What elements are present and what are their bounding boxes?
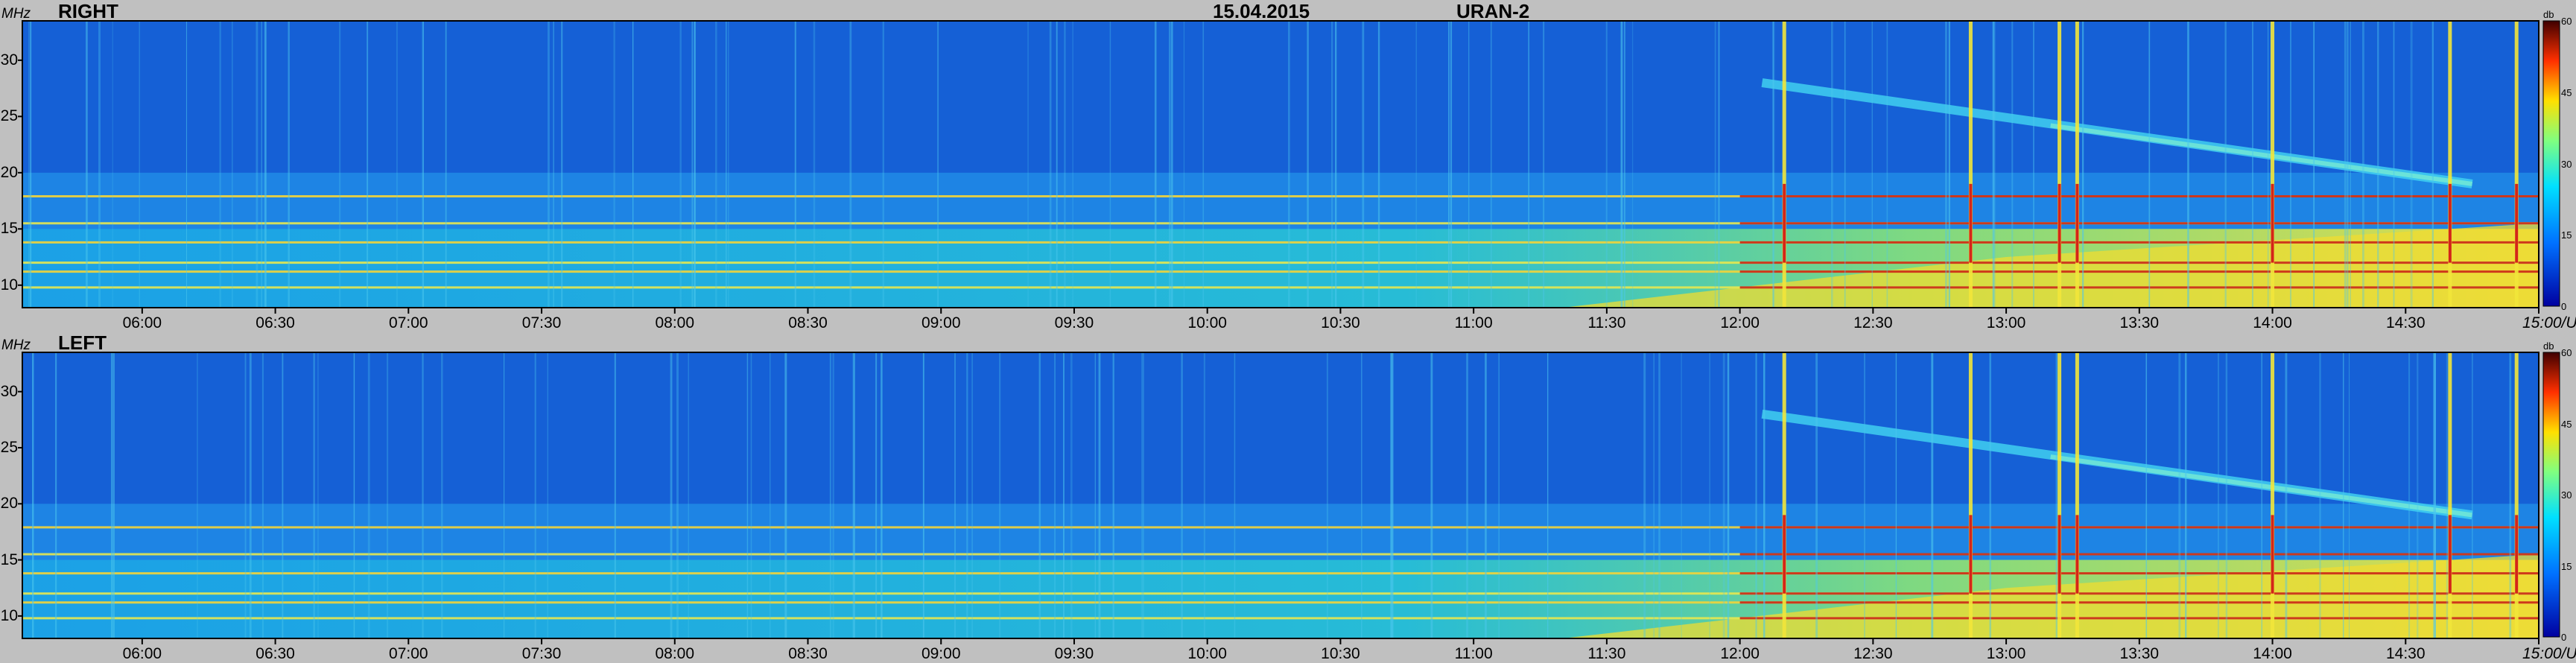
y-tick-label: 15: [0, 551, 18, 568]
y-tick-label: 20: [0, 495, 18, 513]
colorbar-tick-label: 60: [2561, 347, 2572, 358]
colorbar-tick-label: 0: [2561, 632, 2567, 643]
x-tick-label: 08:30: [788, 645, 828, 662]
x-tick-label: 10:30: [1321, 314, 1360, 332]
observation-date: 15.04.2015: [1213, 0, 1310, 22]
spectrogram-panel-left: [22, 352, 2539, 638]
y-tick-label: 30: [0, 51, 18, 69]
y-unit-right: MHz: [1, 6, 31, 22]
x-tick-label: 12:00: [1720, 645, 1760, 662]
x-tick-label: 07:00: [389, 314, 428, 332]
x-tick-label: 10:00: [1187, 314, 1227, 332]
x-tick-label: 08:30: [788, 314, 828, 332]
colorbar-tick-label: 45: [2561, 418, 2572, 430]
panel-label-left: LEFT: [58, 332, 107, 354]
spectrogram-panel-right: [22, 21, 2539, 308]
x-tick-label: 10:00: [1187, 645, 1227, 662]
colorbar-tick-label: 45: [2561, 86, 2572, 98]
x-tick-label: 11:30: [1587, 645, 1626, 662]
x-tick-label: 14:30: [2385, 314, 2426, 332]
x-tick-label: 09:00: [921, 314, 961, 332]
x-tick-label: 08:00: [655, 314, 695, 332]
colorbar-tick-label: 15: [2561, 229, 2572, 241]
x-tick-label: 14:00: [2253, 314, 2292, 332]
y-tick-label: 20: [0, 163, 18, 181]
colorbar-tick-label: 30: [2561, 158, 2572, 170]
drifting-burst-core: [2050, 454, 2473, 518]
colorbar: [2542, 20, 2560, 307]
telescope-name: URAN-2: [1456, 0, 1530, 22]
x-tick-label: 11:00: [1454, 645, 1493, 662]
x-tick-label: 07:30: [521, 314, 562, 332]
x-tick-label: 12:30: [1853, 645, 1893, 662]
x-tick-label: 06:30: [256, 314, 295, 332]
x-tick-label: 11:30: [1587, 314, 1626, 332]
colorbar-tick-label: 15: [2561, 560, 2572, 572]
x-tick-label: 09:00: [921, 645, 961, 662]
x-tick-label: 13:00: [1986, 314, 2026, 332]
x-tick-label: 06:00: [122, 645, 162, 662]
y-tick-label: 25: [0, 439, 18, 456]
colorbar-tick-label: 30: [2561, 489, 2572, 501]
x-tick-label: 14:00: [2253, 645, 2292, 662]
panel-frame: [22, 352, 2539, 639]
colorbar-tick-label: 0: [2561, 301, 2567, 312]
x-tick-label: 08:00: [655, 645, 695, 662]
y-tick-label: 15: [0, 220, 18, 238]
x-tick-label: 11:00: [1454, 314, 1493, 332]
y-tick-label: 25: [0, 107, 18, 125]
x-tick-label-end: 15:00/UT: [2522, 314, 2576, 332]
colorbar-unit-left: db: [2543, 340, 2554, 352]
y-tick-label: 10: [0, 606, 18, 624]
x-tick-label: 06:30: [256, 645, 295, 662]
panel-label-right: RIGHT: [58, 0, 118, 22]
x-tick-label: 09:30: [1054, 314, 1094, 332]
drifting-burst-core: [2050, 123, 2473, 186]
x-tick-label: 07:30: [521, 645, 562, 662]
x-tick-label: 10:30: [1321, 645, 1360, 662]
x-tick-label: 09:30: [1054, 645, 1094, 662]
panel-frame: [22, 20, 2539, 308]
y-tick-label: 30: [0, 382, 18, 400]
x-tick-label: 13:30: [2119, 314, 2160, 332]
colorbar: [2542, 352, 2560, 638]
x-tick-label: 07:00: [389, 645, 428, 662]
colorbar-tick-label: 60: [2561, 16, 2572, 27]
y-unit-left: MHz: [1, 337, 31, 353]
x-tick-label: 13:00: [1986, 645, 2026, 662]
x-tick-label: 13:30: [2119, 645, 2160, 662]
y-tick-label: 10: [0, 276, 18, 294]
x-tick-label: 12:30: [1853, 314, 1893, 332]
x-tick-label-end: 15:00/UT: [2522, 645, 2576, 662]
x-tick-label: 12:00: [1720, 314, 1760, 332]
x-tick-label: 14:30: [2385, 645, 2426, 662]
x-tick-label: 06:00: [122, 314, 162, 332]
colorbar-unit-right: db: [2543, 9, 2554, 20]
